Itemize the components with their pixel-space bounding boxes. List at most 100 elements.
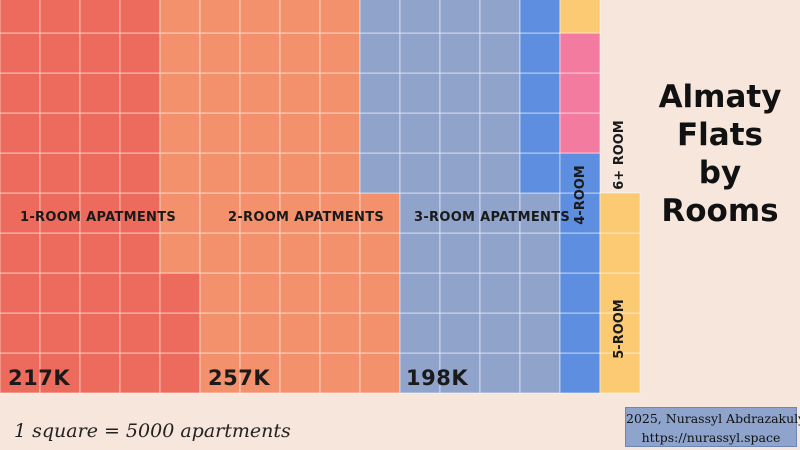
waffle-square-3-room <box>439 352 481 394</box>
waffle-square-1-room <box>119 312 161 354</box>
waffle-square-1-room <box>0 72 41 114</box>
waffle-square-1-room <box>119 232 161 274</box>
waffle-square-1-room <box>0 32 41 74</box>
waffle-square-1-room <box>119 352 161 394</box>
waffle-square-3-room <box>399 312 441 354</box>
waffle-square-1-room <box>79 0 121 34</box>
waffle-square-3-room <box>439 0 481 34</box>
waffle-square-4-room <box>519 72 561 114</box>
category-label-3-room: 3-ROOM APATMENTS <box>414 210 571 225</box>
waffle-square-2-room <box>319 352 361 394</box>
waffle-square-4-room <box>519 112 561 154</box>
waffle-square-1-room <box>39 152 81 194</box>
waffle-square-1-room <box>79 112 121 154</box>
waffle-square-3-room <box>479 352 521 394</box>
waffle-square-2-room <box>159 152 201 194</box>
waffle-square-5-room <box>559 112 601 154</box>
waffle-square-1-room <box>0 152 41 194</box>
waffle-square-2-room <box>279 312 321 354</box>
value-label-3-room: 198K <box>406 366 469 390</box>
waffle-square-2-room <box>359 232 401 274</box>
legend-note: 1 square = 5000 apartments <box>14 420 291 442</box>
waffle-square-3-room <box>519 352 561 394</box>
waffle-square-3-room <box>519 312 561 354</box>
waffle-square-4-room <box>559 312 601 354</box>
waffle-square-2-room <box>319 152 361 194</box>
waffle-square-1-room <box>39 312 81 354</box>
waffle-square-4-room <box>519 152 561 194</box>
chart-title: Almaty Flats by Rooms <box>640 78 800 230</box>
waffle-square-6-room <box>599 352 641 394</box>
waffle-square-3-room <box>479 112 521 154</box>
waffle-square-1-room <box>39 192 81 234</box>
waffle-square-2-room <box>199 232 241 274</box>
value-label-1-room: 217K <box>8 366 71 390</box>
waffle-square-2-room <box>319 0 361 34</box>
waffle-square-2-room <box>199 152 241 194</box>
waffle-square-2-room <box>279 232 321 274</box>
waffle-square-1-room <box>0 192 41 234</box>
waffle-square-2-room <box>199 312 241 354</box>
title-line-2: Flats <box>677 117 763 153</box>
waffle-square-2-room <box>199 72 241 114</box>
waffle-square-4-room <box>519 32 561 74</box>
waffle-square-1-room <box>79 272 121 314</box>
waffle-square-5-room <box>559 32 601 74</box>
waffle-square-1-room <box>159 312 201 354</box>
waffle-square-3-room <box>479 232 521 274</box>
waffle-square-3-room <box>479 152 521 194</box>
waffle-square-1-room <box>79 192 121 234</box>
waffle-square-1-room <box>119 32 161 74</box>
waffle-square-1-room <box>0 112 41 154</box>
title-line-1: Almaty <box>658 79 782 115</box>
waffle-square-3-room <box>359 0 401 34</box>
credit-author: 2025, Nurassyl Abdrazakuly <box>626 411 800 426</box>
waffle-square-1-room <box>119 0 161 34</box>
waffle-square-2-room <box>359 312 401 354</box>
waffle-square-6-room <box>599 192 641 234</box>
waffle-square-6-room <box>599 272 641 314</box>
waffle-square-3-room <box>519 272 561 314</box>
waffle-square-2-room <box>199 112 241 154</box>
waffle-square-3-room <box>399 152 441 194</box>
waffle-square-2-room <box>279 112 321 154</box>
category-label-1-room: 1-ROOM APATMENTS <box>20 210 177 225</box>
waffle-square-5-room <box>559 72 601 114</box>
waffle-square-3-room <box>399 272 441 314</box>
waffle-square-3-room <box>359 152 401 194</box>
waffle-square-1-room <box>119 272 161 314</box>
title-line-4: Rooms <box>661 193 779 229</box>
waffle-square-1-room <box>39 352 81 394</box>
waffle-square-4-room <box>559 232 601 274</box>
waffle-square-1-room <box>0 312 41 354</box>
waffle-square-1-room <box>79 312 121 354</box>
credit-url: https://nurassyl.space <box>641 430 781 445</box>
waffle-square-3-room <box>519 232 561 274</box>
waffle-square-3-room <box>399 232 441 274</box>
waffle-square-2-room <box>319 192 361 234</box>
waffle-square-2-room <box>319 312 361 354</box>
waffle-square-2-room <box>159 112 201 154</box>
waffle-square-2-room <box>159 72 201 114</box>
waffle-square-3-room <box>479 312 521 354</box>
waffle-square-3-room <box>359 72 401 114</box>
waffle-square-1-room <box>0 0 41 34</box>
waffle-square-1-room <box>39 32 81 74</box>
waffle-square-2-room <box>239 192 281 234</box>
waffle-square-4-room <box>519 0 561 34</box>
waffle-square-2-room <box>239 32 281 74</box>
waffle-square-1-room <box>79 352 121 394</box>
waffle-square-3-room <box>439 232 481 274</box>
waffle-square-2-room <box>239 152 281 194</box>
waffle-square-2-room <box>159 0 201 34</box>
waffle-square-2-room <box>239 232 281 274</box>
waffle-square-2-room <box>159 232 201 274</box>
waffle-square-2-room <box>239 72 281 114</box>
waffle-square-2-room <box>279 72 321 114</box>
waffle-square-3-room <box>399 0 441 34</box>
waffle-square-1-room <box>39 72 81 114</box>
waffle-square-4-room <box>559 352 601 394</box>
waffle-square-3-room <box>479 72 521 114</box>
waffle-square-2-room <box>319 112 361 154</box>
